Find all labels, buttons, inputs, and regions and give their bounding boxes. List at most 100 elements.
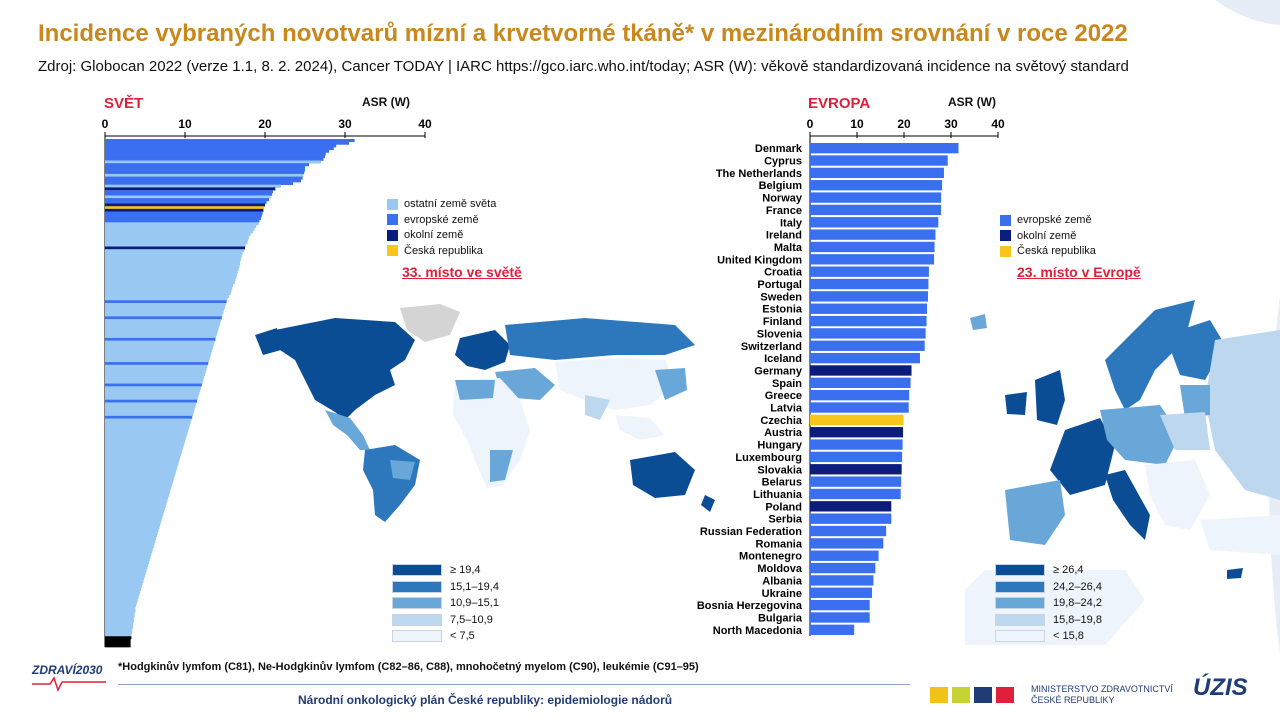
world-bar <box>105 421 191 425</box>
world-bar <box>105 636 132 640</box>
world-bar <box>105 622 133 626</box>
europe-legend-swatch <box>1000 230 1011 241</box>
world-bar <box>105 601 137 605</box>
europe-axis-label: ASR (W) <box>948 95 996 109</box>
world-bar <box>105 587 141 591</box>
europe-bar <box>810 612 870 623</box>
world-bar <box>105 407 195 411</box>
world-bar <box>105 431 188 436</box>
world-bar <box>105 480 173 484</box>
world-map-legend-label: 7,5–10,9 <box>450 613 493 626</box>
footnote: *Hodgkinův lymfom (C81), Ne-Hodgkinův ly… <box>118 661 699 673</box>
world-bar <box>105 340 215 344</box>
world-map-legend-swatch <box>392 564 442 576</box>
world-legend-label: Česká republika <box>404 244 483 257</box>
world-bar <box>105 176 303 180</box>
world-bar <box>105 466 177 470</box>
world-bar <box>105 410 194 414</box>
world-bar <box>105 585 142 589</box>
europe-bar <box>810 525 887 537</box>
world-bar <box>105 337 216 341</box>
europe-bar <box>810 575 874 586</box>
world-bar <box>105 302 226 306</box>
world-bar <box>105 534 157 538</box>
world-bar <box>105 413 193 417</box>
europe-bar <box>810 303 928 314</box>
europe-country-label: Denmark <box>755 143 803 155</box>
svg-text:ZDRAVÍ2030: ZDRAVÍ2030 <box>31 662 103 677</box>
europe-country-label: France <box>766 205 802 217</box>
world-bar <box>105 321 221 325</box>
europe-legend-label: evropské země <box>1017 214 1092 226</box>
world-bar <box>105 509 165 513</box>
europe-map-shapes <box>965 300 1280 645</box>
world-bar <box>105 262 241 266</box>
europe-bar <box>810 278 929 290</box>
world-bar <box>105 445 184 449</box>
world-bar <box>105 566 148 570</box>
world-x-tick-label: 10 <box>178 117 192 131</box>
world-bar <box>105 351 212 355</box>
europe-bar <box>810 365 912 376</box>
europe-bar <box>810 229 936 240</box>
world-bar <box>105 345 213 350</box>
world-bar <box>105 227 255 231</box>
europe-country-label: The Netherlands <box>716 168 802 180</box>
world-bar <box>105 617 134 621</box>
europe-bar <box>810 501 892 512</box>
world-bar <box>105 168 305 172</box>
europe-legend-swatch <box>1000 214 1011 226</box>
world-bar <box>105 386 201 390</box>
world-bar <box>105 539 156 543</box>
world-bar <box>105 160 321 164</box>
europe-map-legend-label: 24,2–26,4 <box>1053 580 1102 593</box>
europe-country-label: Montenegro <box>739 551 802 563</box>
europe-bar <box>810 204 942 216</box>
ministry-line-2: ČESKÉ REPUBLIKY <box>1031 695 1115 705</box>
world-bar <box>105 633 132 637</box>
world-bar <box>105 289 232 293</box>
world-bar <box>105 397 198 401</box>
world-map-legend-item: < 7,5 <box>392 630 475 642</box>
world-bar <box>105 165 305 169</box>
world-bar <box>105 327 219 331</box>
world-bar <box>105 590 141 594</box>
world-bar <box>105 474 175 479</box>
world-bar <box>105 536 157 540</box>
world-bar <box>105 496 169 500</box>
world-bar <box>105 375 205 379</box>
europe-country-label: Ukraine <box>762 588 802 600</box>
world-bar <box>105 171 305 175</box>
world-bar <box>105 515 163 519</box>
europe-country-label: Portugal <box>757 279 802 291</box>
europe-country-label: Slovakia <box>757 464 803 476</box>
world-bar <box>105 206 265 210</box>
world-bar <box>105 612 135 616</box>
world-bar <box>105 214 262 218</box>
europe-x-tick-label: 10 <box>850 117 864 131</box>
zdravi2030-logo: ZDRAVÍ2030 <box>31 662 106 692</box>
world-bar <box>105 370 206 374</box>
world-legend-swatch <box>387 245 398 256</box>
europe-country-label: Slovenia <box>757 328 803 340</box>
world-bar <box>105 574 145 578</box>
world-bar <box>105 324 220 328</box>
world-legend-swatch <box>387 229 398 241</box>
world-bar <box>105 273 237 277</box>
europe-bar <box>810 291 928 302</box>
world-bar <box>105 270 238 274</box>
world-bar <box>105 163 309 167</box>
world-bar <box>105 179 301 183</box>
europe-legend-swatch <box>1000 245 1011 257</box>
world-bar <box>105 560 149 565</box>
world-bar <box>105 485 172 489</box>
europe-bar <box>810 254 935 265</box>
world-bar <box>105 359 209 363</box>
world-bar <box>105 230 253 234</box>
world-bar <box>105 265 240 269</box>
europe-bar <box>810 192 942 203</box>
world-bar <box>105 609 136 613</box>
world-bar <box>105 461 179 465</box>
europe-bar <box>810 599 870 611</box>
europe-country-label: Poland <box>765 501 802 513</box>
